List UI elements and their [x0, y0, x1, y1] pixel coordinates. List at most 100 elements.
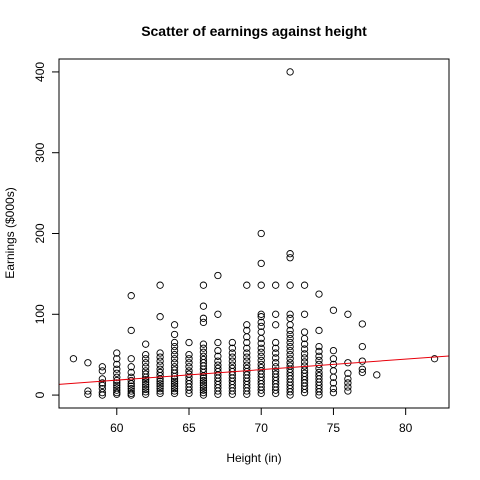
data-point [127, 387, 135, 395]
data-point [185, 351, 193, 359]
data-point [156, 353, 164, 361]
data-point [300, 310, 309, 318]
data-point [329, 373, 338, 381]
data-point [286, 388, 294, 396]
data-point [315, 326, 323, 335]
data-point [272, 389, 280, 398]
data-point [257, 281, 265, 289]
data-point [142, 363, 150, 371]
data-point [286, 391, 294, 399]
data-point [358, 320, 366, 328]
data-point [243, 349, 251, 357]
x-axis-label: Height (in) [226, 451, 281, 465]
data-point [300, 340, 309, 348]
data-point [344, 387, 352, 395]
data-point [199, 372, 208, 380]
data-point [243, 338, 251, 347]
data-point [113, 381, 121, 390]
data-point [127, 380, 135, 388]
data-point [344, 379, 352, 387]
data-point [228, 349, 236, 357]
data-point [286, 338, 294, 347]
data-point [344, 383, 352, 391]
data-point [286, 68, 294, 76]
data-point [84, 387, 92, 395]
data-point [243, 281, 251, 289]
data-point [373, 371, 381, 379]
data-point [127, 355, 135, 363]
data-point [300, 358, 309, 366]
data-point [142, 359, 150, 367]
data-point [156, 377, 164, 385]
data-point [142, 340, 150, 348]
data-point [257, 310, 265, 318]
data-point [98, 379, 106, 387]
data-point [272, 338, 280, 347]
data-point [315, 391, 323, 399]
data-point [272, 281, 280, 289]
data-point [199, 374, 208, 382]
data-point [243, 321, 251, 329]
data-point [358, 357, 366, 365]
data-point [142, 383, 150, 391]
data-point [142, 378, 150, 386]
data-point [156, 357, 164, 365]
data-point [228, 387, 236, 395]
fit-layer [58, 355, 450, 385]
y-axis-label: Earnings ($000s) [3, 187, 17, 278]
data-point [286, 342, 294, 351]
data-point [214, 352, 222, 360]
data-point [272, 310, 280, 318]
data-point [300, 385, 309, 394]
data-point [272, 349, 280, 357]
data-point [156, 380, 164, 388]
data-point [170, 342, 179, 351]
data-point [300, 281, 309, 289]
data-point [199, 344, 208, 352]
data-point [286, 310, 294, 318]
data-point [84, 359, 92, 367]
data-point [214, 310, 222, 318]
data-point [199, 314, 208, 322]
data-point [170, 384, 179, 393]
data-point [142, 380, 150, 389]
data-point [214, 387, 222, 395]
data-point [170, 330, 179, 339]
data-point [84, 390, 92, 398]
x-tick-label: 70 [255, 421, 269, 435]
data-point [286, 326, 294, 335]
data-point [98, 391, 106, 399]
data-point [243, 353, 251, 361]
data-point [272, 359, 280, 367]
data-point [286, 351, 294, 359]
data-point [199, 318, 208, 327]
data-point [257, 344, 265, 352]
data-point [344, 369, 352, 377]
y-tick-label: 200 [33, 223, 47, 243]
data-point [127, 391, 135, 399]
data-point [329, 306, 338, 314]
data-point [156, 382, 164, 390]
data-point [257, 229, 265, 238]
data-point [199, 340, 208, 348]
data-point [156, 387, 164, 395]
data-point [329, 379, 338, 387]
data-point [300, 334, 309, 343]
data-point [430, 355, 439, 363]
data-point [243, 390, 251, 398]
data-point [199, 388, 208, 397]
data-point [113, 369, 121, 377]
data-point [199, 348, 208, 356]
data-point [127, 292, 135, 300]
data-point [329, 346, 338, 355]
data-point [199, 302, 208, 310]
data-point [113, 365, 121, 373]
data-point [142, 376, 150, 384]
data-point [315, 347, 323, 356]
y-tick-label: 300 [33, 142, 47, 162]
data-point [170, 338, 179, 347]
data-point [300, 345, 309, 353]
data-point [170, 369, 179, 377]
data-point [243, 387, 251, 395]
